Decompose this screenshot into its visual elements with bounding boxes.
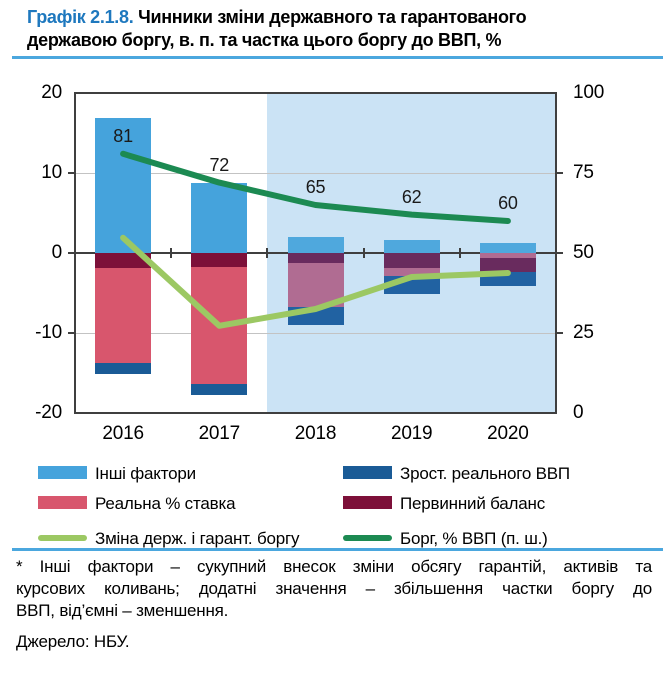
title-underline bbox=[12, 56, 663, 59]
legend-label-real_rate: Реальна % ставка bbox=[95, 494, 236, 513]
legend-swatch-debt_change bbox=[38, 535, 87, 541]
x-axis-label-2019: 2019 bbox=[390, 423, 433, 444]
zero-line-tick-1 bbox=[170, 248, 173, 258]
bar-segment-2017-real_rate bbox=[191, 267, 248, 385]
left-axis-label--10: -10 bbox=[35, 322, 62, 343]
bar-segment-2017-real_gdp bbox=[191, 384, 248, 396]
legend-divider bbox=[12, 548, 663, 551]
gridline-10 bbox=[76, 173, 555, 174]
left-axis-label-10: 10 bbox=[41, 162, 62, 183]
bar-segment-2017-primary_balance bbox=[191, 253, 248, 268]
zero-axis-line bbox=[76, 252, 555, 254]
figure-number: Графік 2.1.8. bbox=[27, 7, 134, 27]
legend-label-other_factors: Інші фактори bbox=[95, 464, 196, 483]
right-axis-tick-10 bbox=[556, 172, 563, 174]
bar-segment-2016-real_gdp bbox=[95, 362, 152, 374]
bar-segment-2016-primary_balance bbox=[95, 253, 152, 269]
legend-swatch-primary_balance bbox=[343, 496, 392, 509]
bar-segment-2019-primary_balance bbox=[383, 253, 440, 269]
left-axis-label--20: -20 bbox=[35, 402, 62, 423]
bar-segment-2017-other_factors bbox=[191, 182, 248, 253]
legend-label-debt_change: Зміна держ. і гарант. боргу bbox=[95, 529, 300, 548]
legend-label-primary_balance: Первинний баланс bbox=[400, 494, 546, 513]
left-axis-tick--10 bbox=[68, 332, 75, 334]
plot-border bbox=[74, 92, 557, 414]
figure-title-line1: Графік 2.1.8. Чинники зміни державного т… bbox=[27, 6, 652, 29]
legend-swatch-real_gdp bbox=[343, 466, 392, 479]
right-axis-tick-0 bbox=[556, 252, 563, 254]
value-label-60: 60 bbox=[498, 193, 518, 213]
bar-segment-2019-real_rate bbox=[383, 268, 440, 277]
right-axis-label-25: 25 bbox=[573, 322, 594, 343]
bar-segment-2020-other_factors bbox=[479, 243, 536, 253]
bar-segment-2020-real_gdp bbox=[479, 272, 536, 286]
right-axis-label-0: 0 bbox=[573, 402, 584, 423]
legend-swatch-real_rate bbox=[38, 496, 87, 509]
left-axis-tick-0 bbox=[68, 252, 75, 254]
footnote-line-2: курсових коливань; додатні значення – зб… bbox=[16, 579, 652, 598]
legend-label-debt_gdp: Борг, % ВВП (п. ш.) bbox=[400, 529, 548, 548]
bar-segment-2018-real_gdp bbox=[287, 307, 344, 325]
zero-line-tick-2 bbox=[266, 248, 269, 258]
bar-segment-2019-other_factors bbox=[383, 240, 440, 253]
value-label-81: 81 bbox=[113, 125, 133, 146]
right-axis-label-50: 50 bbox=[573, 242, 594, 263]
legend-swatch-other_factors bbox=[38, 466, 87, 479]
bar-segment-2020-primary_balance bbox=[479, 257, 536, 273]
footnote-line-1: * Інші фактори – сукупний внесок зміни о… bbox=[16, 557, 652, 576]
line-debt_change bbox=[120, 234, 511, 329]
forecast-shading-region bbox=[267, 94, 555, 412]
left-axis-label-0: 0 bbox=[51, 242, 63, 263]
x-axis-label-2017: 2017 bbox=[198, 423, 241, 444]
right-axis-label-100: 100 bbox=[573, 82, 605, 103]
x-axis-label-2016: 2016 bbox=[102, 423, 144, 444]
bar-segment-2018-primary_balance bbox=[287, 253, 344, 264]
bar-segment-2016-other_factors bbox=[95, 117, 152, 253]
figure-title-line2: державою боргу, в. п. та частка цього бо… bbox=[27, 30, 502, 50]
figure-title-text1: Чинники зміни державного та гарантованог… bbox=[133, 7, 527, 27]
left-axis-tick-10 bbox=[68, 172, 75, 174]
gridline--10 bbox=[76, 333, 555, 334]
bar-segment-2019-real_gdp bbox=[383, 276, 440, 294]
value-label-62: 62 bbox=[401, 186, 422, 207]
x-axis-label-2020: 2020 bbox=[487, 423, 529, 444]
line-series-layer bbox=[120, 150, 511, 329]
value-label-72: 72 bbox=[209, 154, 230, 175]
right-axis-tick--10 bbox=[556, 332, 563, 334]
zero-line-tick-4 bbox=[458, 248, 461, 258]
bar-segment-2018-other_factors bbox=[287, 237, 344, 253]
zero-line-tick-3 bbox=[362, 248, 365, 258]
line-debt_gdp bbox=[120, 150, 511, 224]
bar-segment-2018-real_rate bbox=[287, 263, 344, 308]
footnote-line-3: ВВП, від’ємні – зменшення. bbox=[16, 601, 229, 620]
bar-segment-2020-real_rate bbox=[479, 253, 536, 258]
source-note: Джерело: НБУ. bbox=[16, 632, 130, 651]
left-axis-label-20: 20 bbox=[41, 82, 62, 103]
value-label-65: 65 bbox=[305, 177, 326, 197]
right-axis-label-75: 75 bbox=[573, 162, 594, 183]
bar-segment-2016-real_rate bbox=[95, 268, 152, 363]
legend-swatch-debt_gdp bbox=[343, 535, 392, 541]
x-axis-label-2018: 2018 bbox=[294, 423, 337, 444]
legend-label-real_gdp: Зрост. реального ВВП bbox=[400, 464, 570, 483]
